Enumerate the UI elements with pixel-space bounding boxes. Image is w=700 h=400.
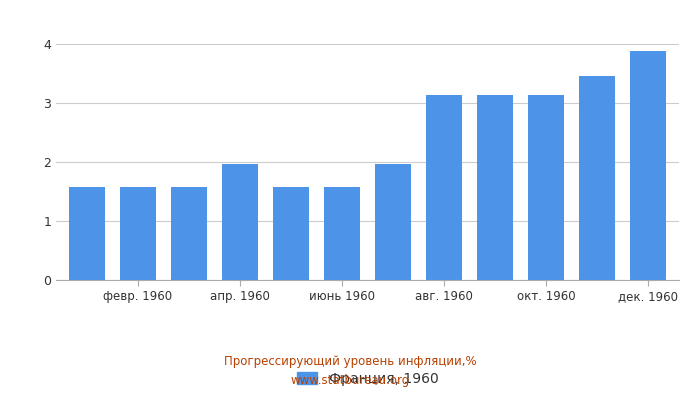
Bar [69, 187, 104, 280]
Bar [273, 187, 309, 280]
Bar [426, 95, 462, 280]
Bar [375, 164, 411, 280]
Text: www.statbureau.org: www.statbureau.org [290, 374, 410, 387]
Bar [324, 187, 360, 280]
Legend: Франция, 1960: Франция, 1960 [291, 366, 444, 392]
Bar [631, 52, 666, 280]
Text: Прогрессирующий уровень инфляции,%: Прогрессирующий уровень инфляции,% [224, 356, 476, 368]
Bar [580, 76, 615, 280]
Bar [477, 95, 513, 280]
Bar [222, 164, 258, 280]
Bar [120, 187, 155, 280]
Bar [528, 95, 564, 280]
Bar [171, 187, 206, 280]
